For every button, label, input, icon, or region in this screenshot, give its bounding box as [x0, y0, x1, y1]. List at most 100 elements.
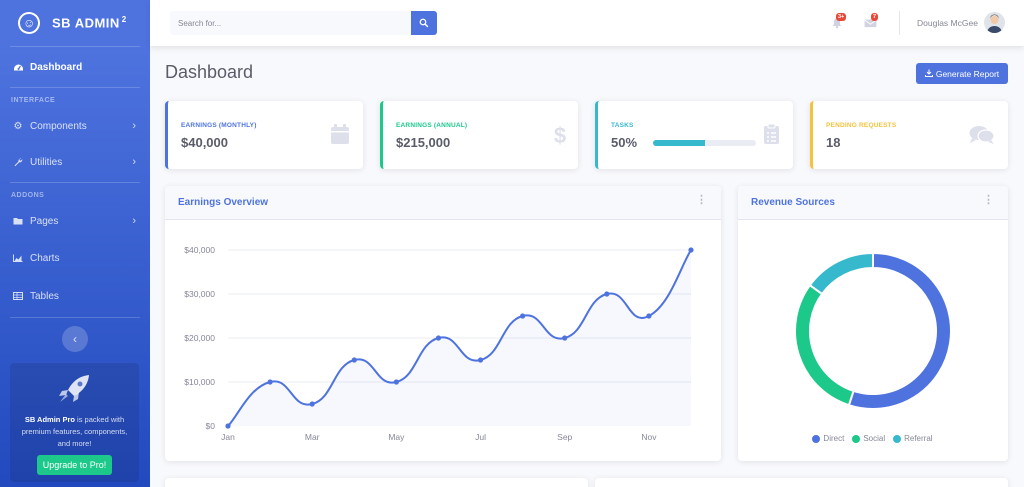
data-point [477, 357, 484, 363]
legend-label: Referral [904, 434, 933, 443]
table-icon [11, 292, 25, 300]
promo-text: SB Admin Pro is packed with premium feat… [10, 414, 139, 450]
promo-description: is packed with premium features, compone… [21, 415, 128, 448]
sidebar-divider [10, 182, 140, 183]
card-header: Revenue Sources ⋮ [738, 186, 1008, 220]
brand-version: 2 [121, 15, 127, 25]
sidebar-divider [10, 87, 140, 88]
sidebar-item-utilities[interactable]: Utilities › [0, 144, 150, 180]
stat-label: PENDING REQUESTS [826, 122, 897, 129]
data-point [225, 423, 231, 429]
clipboard-list-icon [764, 123, 779, 144]
stat-value: 50% [611, 135, 638, 150]
sidebar-item-charts[interactable]: Charts [0, 239, 150, 277]
generate-report-button[interactable]: Generate Report [916, 63, 1008, 84]
sidebar-item-label: Pages [30, 215, 59, 227]
legend-label: Social [863, 434, 886, 443]
messages-badge: 7 [871, 13, 879, 21]
x-tick-label: Jan [221, 432, 235, 442]
generate-report-label: Generate Report [935, 68, 1000, 79]
revenue-donut-chart [794, 251, 952, 410]
sidebar-item-tables[interactable]: Tables [0, 277, 150, 315]
chart-area-icon [11, 254, 25, 262]
brand-name: SB ADMIN 2 [52, 15, 127, 30]
data-point [267, 379, 273, 385]
alerts-button[interactable]: 3+ [831, 13, 847, 34]
search-bar [170, 11, 437, 35]
earnings-area-chart: $0 $10,000 $20,000 $30,000 $40,000 Jan Mar May J… [184, 245, 694, 442]
sidebar-item-label: Utilities [30, 156, 63, 168]
download-icon [924, 69, 933, 79]
stat-label: TASKS [611, 122, 634, 129]
legend-dot [852, 434, 861, 443]
tachometer-icon [11, 63, 25, 72]
pie-slice [808, 251, 874, 296]
sidebar-item-label: Dashboard [30, 61, 83, 73]
stat-card-earnings-monthly: EARNINGS (MONTHLY) $40,000 [165, 101, 363, 169]
sidebar-item-components[interactable]: ⚙ Components › [0, 108, 150, 144]
stat-card-tasks: TASKS 50% [595, 101, 793, 169]
x-tick-label: Sep [557, 432, 572, 442]
promo-brand: SB Admin Pro [24, 415, 75, 424]
tasks-progress-fill [653, 140, 705, 146]
stat-label: EARNINGS (ANNUAL) [396, 122, 468, 129]
topbar: 3+ 7 Douglas McGee [150, 0, 1024, 46]
more-options-icon[interactable]: ⋮ [696, 194, 707, 206]
search-button[interactable] [411, 11, 437, 35]
search-icon [419, 18, 429, 28]
projects-card [165, 478, 588, 487]
pie-slice [847, 251, 952, 410]
legend-item: Referral [893, 434, 933, 443]
data-point [393, 379, 399, 385]
stat-value: 18 [826, 135, 841, 150]
svg-text:$: $ [554, 123, 566, 147]
sidebar-item-dashboard[interactable]: Dashboard [0, 47, 150, 87]
sidebar-brand[interactable]: ☺ SB ADMIN 2 [0, 0, 150, 46]
legend-item: Social [852, 434, 885, 443]
stat-card-pending-requests: PENDING REQUESTS 18 [810, 101, 1008, 169]
legend-dot [812, 434, 821, 443]
search-input[interactable] [170, 11, 411, 35]
topbar-divider [899, 11, 900, 35]
brand-name-text: SB ADMIN [52, 15, 120, 31]
dollar-sign-icon: $ [554, 123, 566, 147]
laugh-wink-icon: ☺ [15, 9, 43, 37]
envelope-icon [864, 19, 877, 28]
sidebar: ☺ SB ADMIN 2 Dashboard INTERFACE ⚙ Compon… [0, 0, 150, 487]
data-point [646, 313, 652, 319]
user-name[interactable]: Douglas McGee [917, 18, 978, 28]
comments-icon [969, 126, 995, 144]
legend-item: Direct [812, 434, 844, 443]
upgrade-button[interactable]: Upgrade to Pro! [36, 455, 113, 475]
sidebar-divider [10, 46, 140, 47]
x-tick-label: Mar [305, 432, 320, 442]
more-options-icon[interactable]: ⋮ [983, 194, 994, 206]
page-title: Dashboard [165, 62, 254, 82]
stat-label: EARNINGS (MONTHLY) [181, 122, 257, 129]
series-line [227, 249, 692, 427]
avatar[interactable] [984, 12, 1005, 33]
legend-dot [893, 434, 902, 443]
card-header: Earnings Overview ⋮ [165, 186, 721, 220]
x-tick-label: May [388, 432, 405, 442]
chevron-right-icon: › [132, 215, 136, 227]
rocket-icon [58, 375, 89, 402]
sidebar-toggle-button[interactable]: ‹ [62, 326, 88, 352]
stat-value: $215,000 [396, 135, 451, 150]
area-fill [228, 250, 691, 426]
messages-button[interactable]: 7 [864, 13, 879, 34]
tasks-progress-bar [653, 140, 756, 146]
sidebar-item-pages[interactable]: Pages › [0, 203, 150, 239]
sidebar-divider [10, 317, 140, 318]
data-point [604, 291, 610, 297]
x-tick-label: Jul [475, 432, 486, 442]
chart-legend: Direct Social Referral [738, 434, 1007, 443]
chevron-right-icon: › [132, 120, 136, 132]
card-title: Earnings Overview [178, 197, 269, 208]
data-point [309, 401, 315, 407]
y-tick-label: $0 [206, 421, 216, 431]
chevron-right-icon: › [132, 156, 136, 168]
data-point [520, 313, 526, 319]
data-point [562, 335, 568, 341]
folder-icon [11, 217, 25, 225]
